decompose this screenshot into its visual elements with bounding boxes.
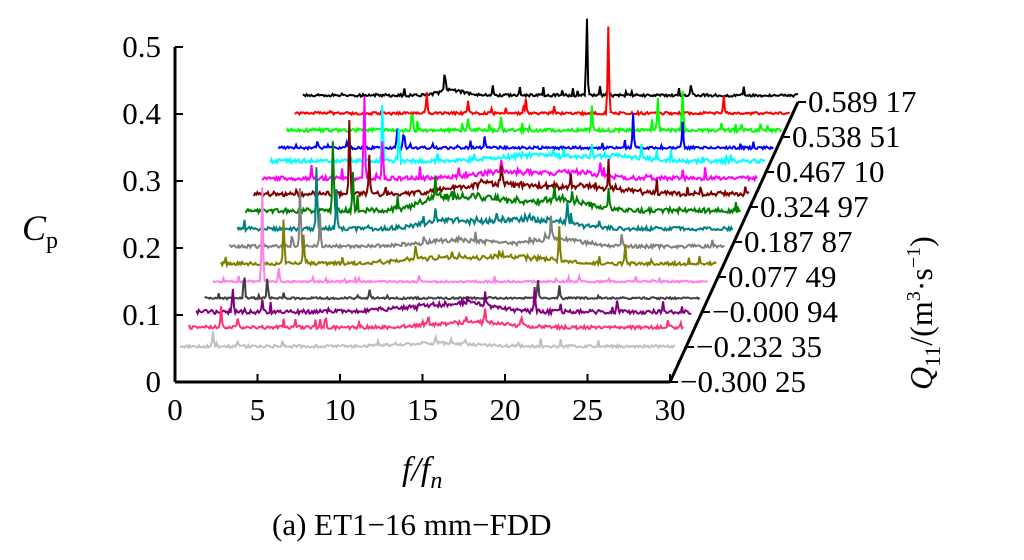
y-tick-label-4: 0.4 bbox=[122, 96, 161, 131]
z-tick-label-0: −0.300 25 bbox=[680, 364, 806, 399]
z-tick-label-5: 0.324 97 bbox=[760, 189, 869, 224]
z-tick-label-6: 0.467 10 bbox=[776, 154, 885, 189]
z-tick-label-2: −0.000 94 bbox=[712, 294, 838, 329]
x-tick-label-5: 25 bbox=[572, 392, 603, 427]
z-axis-title: Q11/(m3·s−1) bbox=[903, 236, 945, 390]
series-line-6 bbox=[228, 187, 725, 251]
y-tick-label-1: 0.1 bbox=[122, 297, 161, 332]
series-mask-10 bbox=[262, 96, 757, 185]
series-mask-9 bbox=[253, 120, 749, 202]
series-line-15 bbox=[302, 18, 799, 99]
axes-layer: 0 5 10 15 20 25 30 0 0.1 0.2 0.3 0.4 0.5 bbox=[122, 29, 800, 427]
series-line-13 bbox=[285, 90, 782, 136]
y-tick-label-0: 0 bbox=[146, 364, 162, 399]
x-tick-label-3: 15 bbox=[407, 392, 438, 427]
svg-text:Q11/(m3·s−1): Q11/(m3·s−1) bbox=[903, 236, 945, 390]
z-tick-label-1: −0.232 35 bbox=[696, 329, 822, 364]
series-line-2 bbox=[195, 286, 692, 318]
series-layer bbox=[179, 18, 799, 351]
z-tick-label-8: 0.589 17 bbox=[808, 84, 917, 119]
x-tick-label-0: 0 bbox=[167, 392, 183, 427]
series-line-0 bbox=[179, 331, 676, 350]
series-line-14 bbox=[294, 26, 791, 117]
series-mask-14 bbox=[294, 26, 790, 119]
y-tick-label-3: 0.3 bbox=[122, 163, 161, 198]
series-mask-15 bbox=[303, 18, 798, 103]
y-axis-title: Cp bbox=[22, 208, 58, 254]
series-line-12 bbox=[277, 112, 774, 152]
x-tick-label-4: 20 bbox=[490, 392, 521, 427]
series-line-4 bbox=[212, 187, 708, 285]
x-tick-label-1: 5 bbox=[250, 392, 266, 427]
series-line-3 bbox=[204, 277, 701, 301]
chart-caption: (a) ET1−16 mm−FDD bbox=[272, 507, 551, 542]
series-line-8 bbox=[244, 141, 741, 217]
y-tick-label-5: 0.5 bbox=[122, 29, 161, 64]
series-mask-0 bbox=[180, 331, 675, 351]
z-tick-layer: −0.300 25−0.232 35−0.000 940.077 490.187… bbox=[670, 84, 917, 399]
series-line-10 bbox=[261, 96, 758, 183]
x-tick-label-2: 10 bbox=[325, 392, 356, 427]
x-axis-title: f/fn bbox=[402, 451, 442, 494]
z-tick-label-4: 0.187 87 bbox=[744, 224, 853, 259]
x-tick-label-6: 30 bbox=[655, 392, 686, 427]
series-line-5 bbox=[220, 219, 717, 269]
series-line-1 bbox=[187, 306, 684, 332]
z-tick-label-3: 0.077 49 bbox=[728, 259, 837, 294]
z-tick-label-7: 0.538 51 bbox=[792, 119, 901, 154]
series-line-11 bbox=[269, 105, 766, 167]
y-tick-label-2: 0.2 bbox=[122, 230, 161, 265]
